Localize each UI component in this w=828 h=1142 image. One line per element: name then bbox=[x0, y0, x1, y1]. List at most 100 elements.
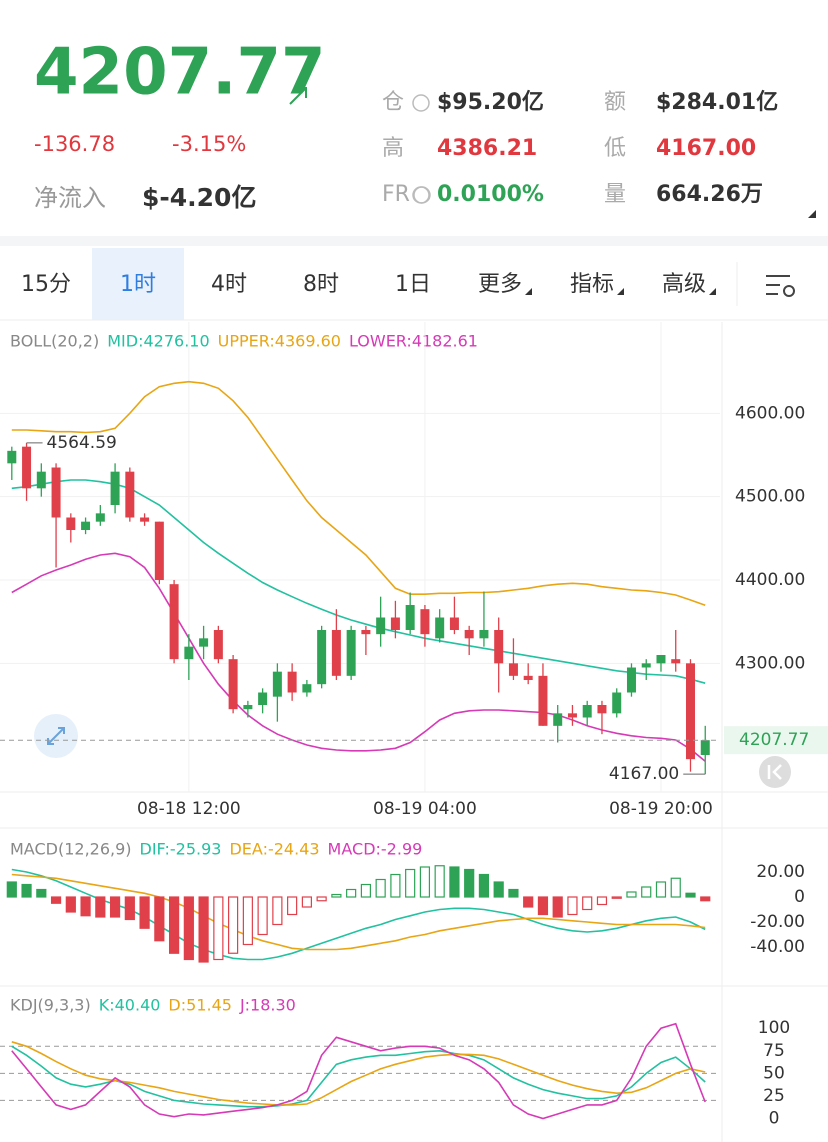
stat-value: 4167.00 bbox=[656, 136, 756, 161]
panel-title: KDJ(9,3,3) bbox=[10, 996, 91, 1015]
candle-body bbox=[95, 513, 105, 522]
macd-bar bbox=[287, 896, 298, 916]
candle-body bbox=[36, 471, 46, 489]
candle-body bbox=[331, 630, 341, 676]
y-tick-label: 4300.00 bbox=[735, 653, 805, 673]
settings-icon[interactable] bbox=[766, 275, 795, 297]
macd-bar bbox=[685, 892, 696, 898]
min-annotation: 4167.00 bbox=[609, 764, 679, 784]
macd-bar bbox=[65, 896, 76, 913]
candle-body bbox=[612, 692, 622, 714]
legend-entry: DEA:-24.43 bbox=[229, 840, 319, 859]
legend-entry: K:40.40 bbox=[99, 996, 161, 1015]
candle-body bbox=[66, 517, 76, 530]
timeframe-tab[interactable]: 15分 bbox=[21, 272, 71, 297]
y-tick-label: 4600.00 bbox=[735, 403, 805, 423]
timeframe-tab[interactable]: 更多 bbox=[478, 272, 522, 297]
timeframe-tab[interactable]: 1日 bbox=[395, 272, 431, 297]
macd-bar bbox=[478, 873, 490, 898]
macd-bar bbox=[449, 866, 460, 898]
macd-bar bbox=[405, 868, 416, 898]
macd-bar bbox=[183, 896, 194, 961]
candle-body bbox=[22, 446, 32, 489]
candle-body bbox=[81, 521, 91, 530]
netflow-value: $-4.20亿 bbox=[142, 183, 256, 212]
indicator-line bbox=[11, 479, 706, 684]
legend-entry: DIF:-25.93 bbox=[140, 840, 222, 859]
candle-body bbox=[361, 630, 371, 635]
candle-body bbox=[302, 684, 312, 693]
stat-label: 低 bbox=[604, 136, 626, 161]
macd-bar bbox=[242, 896, 253, 946]
candle-body bbox=[110, 471, 120, 505]
macd-bar bbox=[434, 865, 445, 898]
candle-body bbox=[390, 617, 400, 630]
macd-bar bbox=[655, 881, 667, 898]
y-tick-label: 20.00 bbox=[756, 862, 805, 882]
candle-body bbox=[700, 740, 710, 755]
timeframe-tab[interactable]: 4时 bbox=[211, 272, 247, 297]
stat-label: FR bbox=[382, 182, 410, 207]
indicator-line bbox=[11, 1041, 706, 1106]
macd-bar bbox=[257, 896, 268, 936]
timeframe-tab[interactable]: 高级 bbox=[662, 272, 706, 297]
expand-button[interactable] bbox=[34, 714, 78, 758]
legend-entry: MID:4276.10 bbox=[107, 332, 209, 351]
stat-value: 664.26万 bbox=[656, 182, 763, 207]
candle-body bbox=[582, 705, 592, 718]
dropdown-caret bbox=[617, 288, 625, 295]
y-tick-label: 100 bbox=[758, 1018, 790, 1038]
legend-entry: D:51.45 bbox=[168, 996, 232, 1015]
candle-body bbox=[567, 713, 577, 718]
timeframe-tab[interactable]: 指标 bbox=[570, 272, 614, 297]
candle-body bbox=[154, 521, 164, 580]
indicator-line bbox=[11, 1045, 706, 1108]
macd-bar bbox=[493, 881, 504, 898]
candle-body bbox=[508, 663, 518, 676]
macd-bar bbox=[95, 896, 106, 918]
indicator-line bbox=[11, 380, 706, 607]
scroll-latest-button[interactable] bbox=[759, 756, 791, 788]
help-icon bbox=[412, 94, 430, 112]
candle-body bbox=[641, 663, 651, 668]
dropdown-caret bbox=[709, 288, 717, 295]
legend-entry: UPPER:4369.60 bbox=[218, 332, 341, 351]
timeframe-tab[interactable]: 8时 bbox=[303, 272, 339, 297]
y-tick-label: -20.00 bbox=[750, 912, 805, 932]
y-tick-label: 50 bbox=[763, 1063, 785, 1083]
macd-bar bbox=[596, 896, 608, 906]
candle-body bbox=[685, 663, 695, 760]
macd-bar bbox=[272, 896, 283, 926]
stat-label: 仓 bbox=[382, 90, 404, 115]
y-tick-label: 4500.00 bbox=[735, 487, 805, 507]
macd-bar bbox=[213, 896, 224, 961]
macd-bar bbox=[508, 888, 519, 898]
candle-body bbox=[258, 692, 268, 705]
stat-label: 量 bbox=[604, 182, 626, 207]
macd-bar bbox=[464, 868, 475, 898]
y-tick-label: 25 bbox=[763, 1086, 785, 1106]
candle-body bbox=[553, 713, 563, 726]
macd-bar bbox=[346, 888, 357, 898]
panel-title: BOLL(20,2) bbox=[10, 332, 99, 351]
x-tick-label: 08-19 04:00 bbox=[373, 799, 477, 819]
last-price-tag-bg bbox=[724, 726, 828, 755]
macd-bar bbox=[331, 893, 342, 898]
candle-body bbox=[228, 659, 238, 710]
macd-bar bbox=[626, 891, 637, 898]
expand-corner[interactable] bbox=[808, 210, 816, 218]
macd-bar bbox=[360, 883, 372, 898]
indicator-line bbox=[11, 552, 706, 762]
stat-value: 0.0100% bbox=[437, 182, 544, 207]
price-change-pct: -3.15% bbox=[172, 132, 246, 156]
legend-entry: MACD:-2.99 bbox=[328, 840, 423, 859]
candle-body bbox=[199, 638, 209, 647]
macd-bar bbox=[109, 896, 121, 918]
candle-body bbox=[420, 609, 430, 635]
candle-body bbox=[184, 646, 194, 660]
stat-value: $284.01亿 bbox=[656, 90, 778, 115]
stat-value: $95.20亿 bbox=[437, 90, 544, 115]
timeframe-tab[interactable]: 1时 bbox=[120, 272, 156, 297]
stat-value: 4386.21 bbox=[437, 136, 537, 161]
x-tick-label: 08-19 20:00 bbox=[609, 799, 713, 819]
